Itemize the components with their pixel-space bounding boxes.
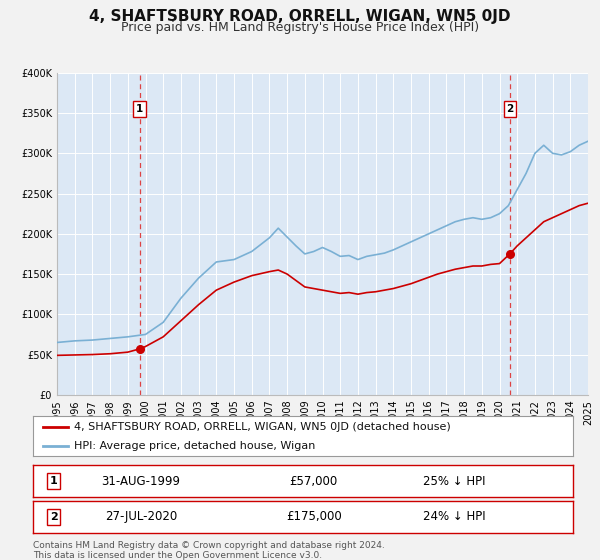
Text: 1: 1 <box>136 104 143 114</box>
Text: £57,000: £57,000 <box>290 474 338 488</box>
Text: 2: 2 <box>50 512 58 522</box>
Text: 1: 1 <box>50 476 58 486</box>
Text: 25% ↓ HPI: 25% ↓ HPI <box>423 474 485 488</box>
Text: 27-JUL-2020: 27-JUL-2020 <box>105 510 177 524</box>
Text: 2: 2 <box>506 104 514 114</box>
Text: 4, SHAFTSBURY ROAD, ORRELL, WIGAN, WN5 0JD: 4, SHAFTSBURY ROAD, ORRELL, WIGAN, WN5 0… <box>89 9 511 24</box>
Text: £175,000: £175,000 <box>286 510 341 524</box>
Text: HPI: Average price, detached house, Wigan: HPI: Average price, detached house, Wiga… <box>74 441 315 450</box>
Text: 31-AUG-1999: 31-AUG-1999 <box>101 474 181 488</box>
Text: Contains HM Land Registry data © Crown copyright and database right 2024.
This d: Contains HM Land Registry data © Crown c… <box>33 541 385 560</box>
Text: Price paid vs. HM Land Registry's House Price Index (HPI): Price paid vs. HM Land Registry's House … <box>121 21 479 34</box>
Text: 4, SHAFTSBURY ROAD, ORRELL, WIGAN, WN5 0JD (detached house): 4, SHAFTSBURY ROAD, ORRELL, WIGAN, WN5 0… <box>74 422 450 432</box>
Text: 24% ↓ HPI: 24% ↓ HPI <box>423 510 485 524</box>
